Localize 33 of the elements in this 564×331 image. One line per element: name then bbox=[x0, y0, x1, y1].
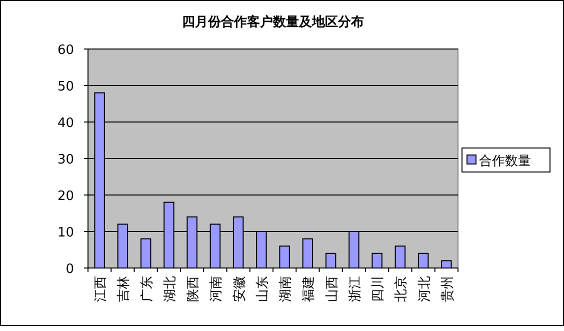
x-tick-label: 浙江 bbox=[348, 276, 363, 302]
x-tick-label: 福建 bbox=[302, 276, 317, 302]
bar bbox=[418, 252, 429, 268]
y-tick-label: 10 bbox=[57, 226, 74, 240]
legend-label: 合作数量 bbox=[479, 154, 531, 169]
y-tick-label: 30 bbox=[57, 152, 74, 168]
chart-title: 四月份合作客户数量及地区分布 bbox=[182, 14, 364, 30]
x-tick-label: 四川 bbox=[371, 276, 386, 302]
x-tick-label: 山西 bbox=[324, 276, 340, 302]
x-tick-label: 吉林 bbox=[116, 276, 132, 302]
bar bbox=[279, 246, 290, 268]
x-tick-label: 陕西 bbox=[186, 276, 202, 302]
bar bbox=[302, 238, 314, 268]
x-tick-label: 湖北 bbox=[162, 276, 178, 302]
x-tick-label: 北京 bbox=[394, 276, 410, 302]
x-tick-label: 贵州 bbox=[440, 276, 456, 302]
bar bbox=[140, 238, 152, 268]
bar bbox=[394, 246, 406, 268]
y-tick-label: 60 bbox=[57, 43, 74, 58]
x-tick-label: 湖南 bbox=[278, 276, 294, 302]
y-tick-label: 20 bbox=[57, 189, 74, 204]
x-tick-label: 河北 bbox=[417, 276, 432, 302]
y-tick-label: 50 bbox=[57, 80, 74, 94]
x-tick-label: 山东 bbox=[255, 276, 270, 302]
y-tick-label: 40 bbox=[57, 116, 74, 131]
x-tick-label: 安徽 bbox=[231, 276, 248, 302]
bar bbox=[325, 252, 336, 268]
x-tick-label: 河南 bbox=[209, 276, 224, 302]
bar bbox=[441, 260, 452, 268]
x-tick-label: 广东 bbox=[140, 276, 155, 302]
bar bbox=[372, 252, 382, 268]
y-tick-label: 0 bbox=[66, 262, 74, 277]
x-tick-label: 江西 bbox=[94, 276, 109, 302]
